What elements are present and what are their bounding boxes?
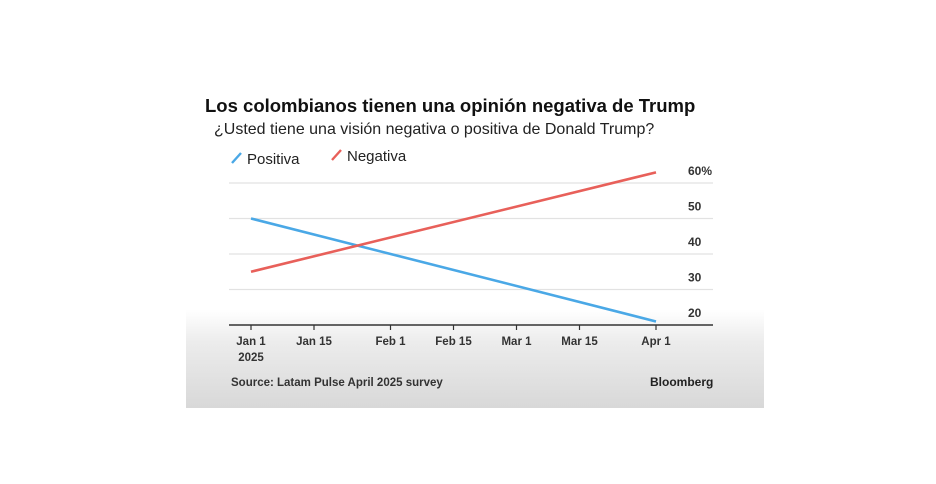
x-tick-label: Mar 1 bbox=[501, 336, 532, 348]
x-tick-label: Feb 15 bbox=[435, 336, 472, 348]
y-tick-label: 50 bbox=[688, 200, 702, 214]
chart-title: Los colombianos tienen una opinión negat… bbox=[205, 95, 696, 116]
chart-panel bbox=[186, 80, 764, 408]
x-tick-sublabel: 2025 bbox=[238, 352, 264, 364]
source-note: Source: Latam Pulse April 2025 survey bbox=[231, 377, 443, 389]
legend-swatch-negativa bbox=[331, 149, 342, 161]
series-line-negativa bbox=[250, 171, 657, 274]
x-tick-label: Apr 1 bbox=[641, 336, 671, 348]
x-tick-label: Jan 15 bbox=[296, 336, 332, 348]
y-tick-label: 40 bbox=[688, 235, 702, 249]
y-tick-label: 20 bbox=[688, 306, 702, 320]
legend-label-negativa: Negativa bbox=[347, 148, 407, 165]
x-tick-label: Mar 15 bbox=[561, 336, 598, 348]
legend-swatch-positiva bbox=[231, 152, 242, 164]
bloomberg-logo: Bloomberg bbox=[650, 375, 714, 389]
series-line-positiva bbox=[250, 217, 657, 323]
x-tick-label: Jan 1 bbox=[236, 336, 266, 348]
y-tick-label: 60% bbox=[688, 164, 712, 178]
y-tick-label: 30 bbox=[688, 271, 702, 285]
x-tick-label: Feb 1 bbox=[375, 336, 406, 348]
legend-label-positiva: Positiva bbox=[247, 151, 300, 168]
chart-subtitle: ¿Usted tiene una visión negativa o posit… bbox=[214, 121, 655, 138]
